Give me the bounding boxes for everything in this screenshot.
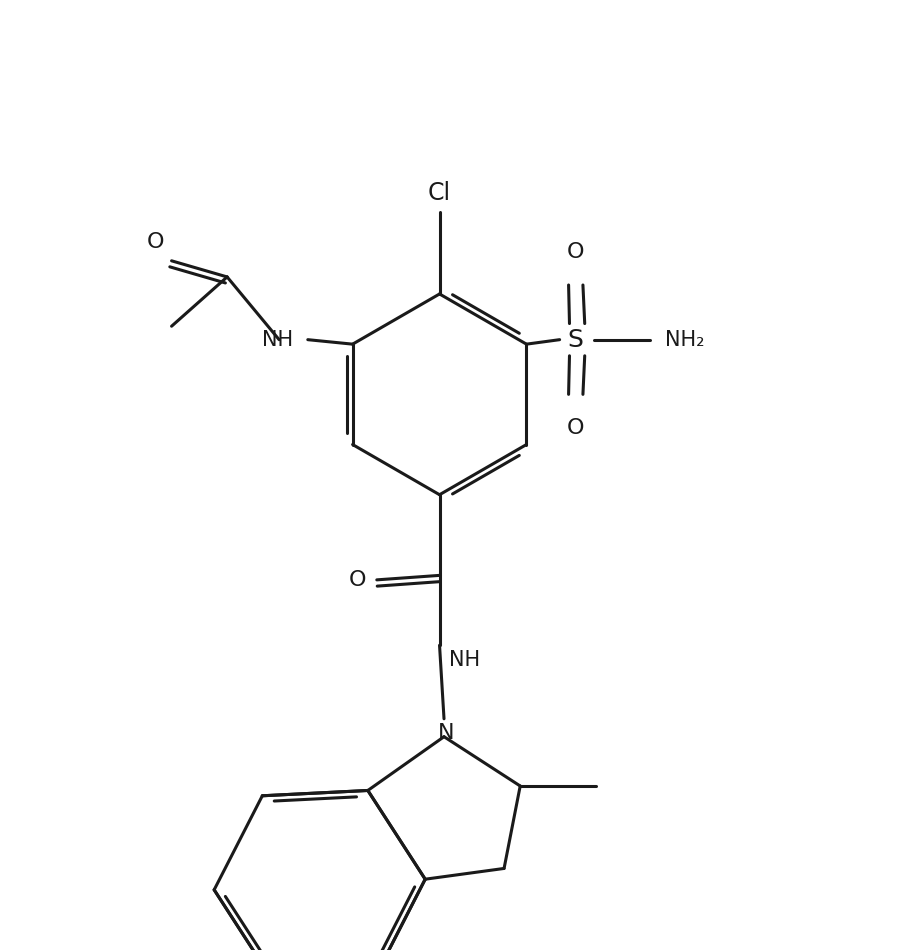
Text: O: O xyxy=(567,241,585,261)
Text: O: O xyxy=(147,232,164,252)
Text: O: O xyxy=(348,570,366,590)
Text: S: S xyxy=(568,328,584,352)
Text: NH₂: NH₂ xyxy=(666,330,705,350)
Text: Cl: Cl xyxy=(428,181,451,205)
Text: O: O xyxy=(567,418,585,438)
Text: NH: NH xyxy=(262,330,293,350)
Text: N: N xyxy=(438,723,454,743)
Text: NH: NH xyxy=(448,650,480,670)
